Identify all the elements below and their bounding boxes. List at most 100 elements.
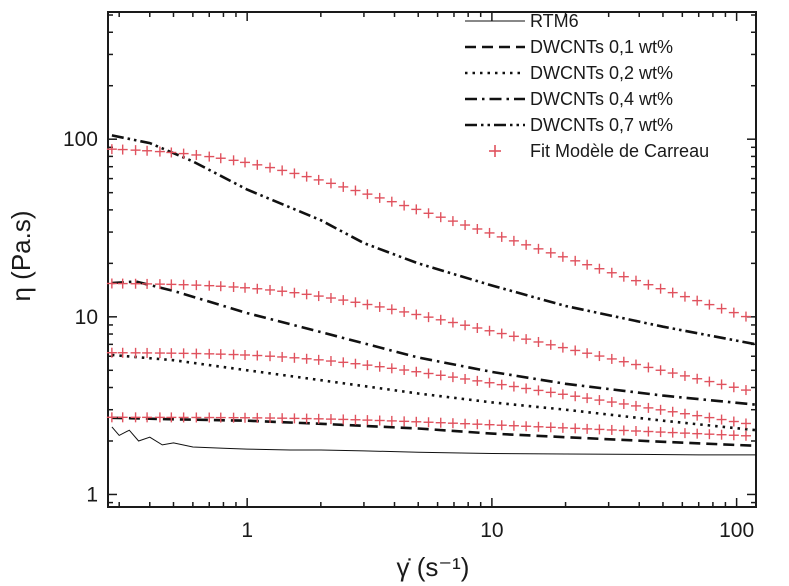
fit-marker xyxy=(570,391,581,402)
fit-marker xyxy=(313,174,324,185)
fit-marker xyxy=(228,412,239,423)
fit-marker xyxy=(508,235,519,246)
fit-marker xyxy=(215,281,226,292)
fit-marker xyxy=(325,293,336,304)
legend-label-5: DWCNTs 0,7 wt% xyxy=(530,115,673,135)
fit-marker xyxy=(178,148,189,159)
fit-marker xyxy=(117,412,128,423)
fit-marker xyxy=(521,239,532,250)
fit-marker xyxy=(533,336,544,347)
fit-marker xyxy=(117,144,128,155)
legend-fit-marker xyxy=(489,145,501,157)
fit-marker xyxy=(655,404,666,415)
fit-marker xyxy=(106,412,117,423)
series-line-5 xyxy=(111,134,757,346)
fit-marker xyxy=(606,267,617,278)
fit-marker xyxy=(521,334,532,345)
fit-marker xyxy=(618,398,629,409)
fit-marker xyxy=(728,382,739,393)
fit-marker xyxy=(154,146,165,157)
legend-label-fit: Fit Modèle de Carreau xyxy=(530,141,709,161)
fit-marker xyxy=(252,412,263,423)
fit-marker xyxy=(289,352,300,363)
fit-marker xyxy=(545,422,556,433)
fit-marker xyxy=(630,400,641,411)
fit-marker xyxy=(521,421,532,432)
fit-marker xyxy=(521,383,532,394)
fit-marker xyxy=(643,279,654,290)
fit-marker xyxy=(570,255,581,266)
fit-marker xyxy=(191,280,202,291)
fit-marker xyxy=(154,348,165,359)
fit-marker xyxy=(338,357,349,368)
fit-marker xyxy=(533,421,544,432)
fit-marker xyxy=(166,348,177,359)
fit-marker xyxy=(399,416,410,427)
fit-marker xyxy=(667,287,678,298)
fit-marker xyxy=(704,299,715,310)
y-tick-label: 1 xyxy=(86,483,98,506)
fit-marker xyxy=(679,291,690,302)
fit-marker xyxy=(362,415,373,426)
fit-marker xyxy=(411,366,422,377)
fit-marker xyxy=(594,424,605,435)
fit-marker xyxy=(154,279,165,290)
series-line-4 xyxy=(111,280,757,406)
fit-marker xyxy=(178,348,189,359)
fit-marker xyxy=(460,418,471,429)
fit-marker xyxy=(545,339,556,350)
fit-marker xyxy=(301,289,312,300)
fit-marker xyxy=(667,406,678,417)
fit-marker xyxy=(386,196,397,207)
fit-marker xyxy=(411,309,422,320)
fit-marker xyxy=(655,427,666,438)
fit-marker xyxy=(117,347,128,358)
fit-marker xyxy=(704,429,715,440)
fit-marker xyxy=(215,153,226,164)
fit-marker xyxy=(630,359,641,370)
fit-marker xyxy=(606,397,617,408)
fit-marker xyxy=(606,353,617,364)
legend-label-4: DWCNTs 0,4 wt% xyxy=(530,89,673,109)
fit-marker xyxy=(252,159,263,170)
fit-marker xyxy=(240,412,251,423)
fit-marker xyxy=(338,295,349,306)
fit-marker xyxy=(191,412,202,423)
fit-marker xyxy=(692,428,703,439)
fit-marker xyxy=(643,426,654,437)
fit-marker xyxy=(252,350,263,361)
fit-marker xyxy=(447,418,458,429)
legend-label-1: RTM6 xyxy=(530,11,579,31)
x-tick-label: 100 xyxy=(719,519,754,542)
fit-marker xyxy=(435,212,446,223)
fit-marker xyxy=(265,284,276,295)
fit-marker xyxy=(240,349,251,360)
fit-marker xyxy=(630,425,641,436)
fit-marker xyxy=(374,361,385,372)
fit-marker xyxy=(265,413,276,424)
fit-marker xyxy=(374,415,385,426)
fit-marker xyxy=(508,420,519,431)
fit-marker xyxy=(460,220,471,231)
fit-marker xyxy=(313,291,324,302)
fit-marker xyxy=(228,349,239,360)
fit-marker xyxy=(399,200,410,211)
fit-marker xyxy=(594,263,605,274)
fit-marker xyxy=(582,423,593,434)
fit-marker xyxy=(740,385,751,396)
fit-marker xyxy=(667,368,678,379)
fit-markers xyxy=(106,144,751,441)
fit-marker xyxy=(496,231,507,242)
fit-marker xyxy=(692,295,703,306)
fit-marker xyxy=(386,363,397,374)
fit-marker xyxy=(557,251,568,262)
fit-marker xyxy=(374,301,385,312)
legend-label-3: DWCNTs 0,2 wt% xyxy=(530,63,673,83)
fit-marker xyxy=(667,427,678,438)
fit-marker xyxy=(740,430,751,441)
fit-marker xyxy=(716,429,727,440)
fit-marker xyxy=(130,278,141,289)
fit-marker xyxy=(106,347,117,358)
fit-marker xyxy=(472,322,483,333)
